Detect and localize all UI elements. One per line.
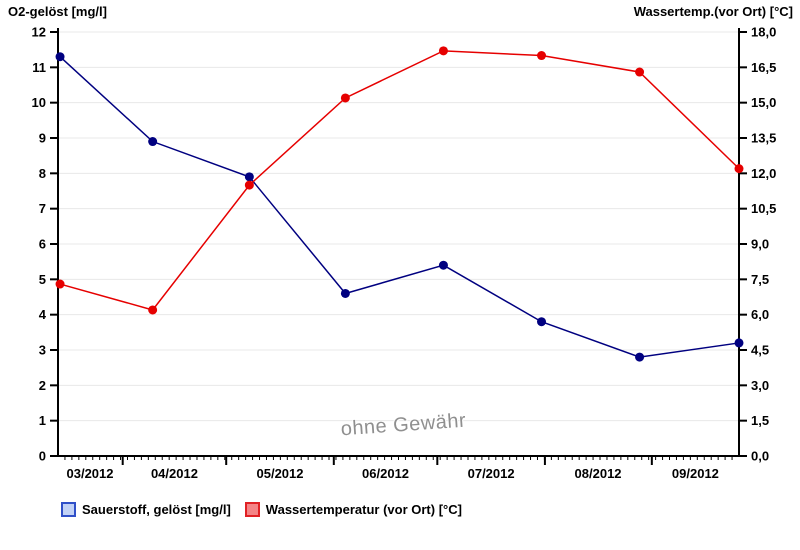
legend-item-temp: Wassertemperatur (vor Ort) [°C] xyxy=(244,502,462,517)
x-axis-tick-label: 08/2012 xyxy=(575,466,622,481)
right-axis-title: Wassertemp.(vor Ort) [°C] xyxy=(633,4,793,19)
o2-series-point xyxy=(55,52,65,62)
right-axis-tick-label: 1,5 xyxy=(751,413,769,428)
right-axis-tick-label: 13,5 xyxy=(751,131,776,146)
o2-legend-label: Sauerstoff, gelöst [mg/l] xyxy=(82,502,231,517)
right-axis-tick-label: 10,5 xyxy=(751,201,776,216)
o2-series-point xyxy=(438,260,448,270)
temp-series-point xyxy=(438,46,448,56)
o2-series-point xyxy=(148,137,158,147)
left-axis-tick-label: 4 xyxy=(39,307,47,322)
left-axis-tick-label: 6 xyxy=(39,237,46,252)
x-axis-tick-label: 06/2012 xyxy=(362,466,409,481)
left-axis-tick-label: 8 xyxy=(39,166,46,181)
o2-series-line xyxy=(59,56,740,358)
right-axis-tick-label: 3,0 xyxy=(751,378,769,393)
left-axis-tick-label: 0 xyxy=(39,449,46,464)
temp-series-point xyxy=(244,180,254,190)
right-axis-tick-label: 7,5 xyxy=(751,272,769,287)
temp-series-point xyxy=(55,279,65,289)
o2-series-point xyxy=(537,317,547,327)
right-axis-tick-label: 6,0 xyxy=(751,307,769,322)
left-axis-tick-label: 5 xyxy=(39,272,46,287)
o2-series-point xyxy=(734,338,744,348)
right-axis-tick-label: 9,0 xyxy=(751,237,769,252)
temp-series-line xyxy=(59,50,740,311)
right-axis-tick-label: 0,0 xyxy=(751,449,769,464)
temp-series-point xyxy=(537,51,547,61)
temp-series-point xyxy=(734,164,744,174)
right-axis-tick-label: 15,0 xyxy=(751,95,776,110)
o2-series-point xyxy=(635,352,645,362)
temp-legend-swatch xyxy=(244,502,260,517)
right-axis-tick-label: 12,0 xyxy=(751,166,776,181)
right-axis-tick-label: 18,0 xyxy=(751,25,776,40)
left-axis-tick-label: 9 xyxy=(39,131,46,146)
temp-series-point xyxy=(148,305,158,315)
x-axis-tick-label: 05/2012 xyxy=(257,466,304,481)
x-axis-tick-label: 07/2012 xyxy=(468,466,515,481)
o2-series-point xyxy=(244,172,254,182)
x-axis-tick-label: 04/2012 xyxy=(151,466,198,481)
temp-legend-label: Wassertemperatur (vor Ort) [°C] xyxy=(265,502,462,517)
legend-item-o2: Sauerstoff, gelöst [mg/l] xyxy=(61,502,231,517)
o2-legend-swatch xyxy=(61,502,76,517)
left-axis-tick-label: 7 xyxy=(39,201,46,216)
left-axis-tick-label: 2 xyxy=(39,378,46,393)
o2-series-point xyxy=(340,288,350,298)
temp-series-point xyxy=(635,67,645,77)
left-axis-tick-label: 11 xyxy=(32,60,46,75)
right-axis-tick-label: 16,5 xyxy=(751,60,776,75)
right-axis-tick-label: 4,5 xyxy=(751,343,769,358)
chart-legend: Sauerstoff, gelöst [mg/l] Wassertemperat… xyxy=(61,502,462,517)
left-axis-tick-label: 3 xyxy=(39,343,46,358)
left-axis-tick-label: 12 xyxy=(32,25,46,40)
left-axis-title: O2-gelöst [mg/l] xyxy=(8,4,107,19)
left-axis-tick-label: 1 xyxy=(39,413,46,428)
x-axis-tick-label: 09/2012 xyxy=(672,466,719,481)
left-axis-tick-label: 10 xyxy=(32,95,46,110)
temp-series-point xyxy=(340,93,350,103)
x-axis-tick-label: 03/2012 xyxy=(67,466,114,481)
